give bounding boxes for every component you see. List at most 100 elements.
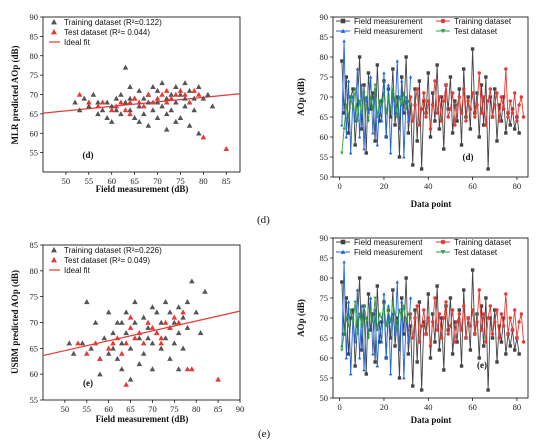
legend: Training dataset (R²=0.226)Test dataset … — [49, 246, 162, 275]
data-point — [431, 103, 435, 107]
data-point — [413, 103, 417, 107]
data-point — [162, 319, 169, 325]
data-point — [168, 107, 175, 113]
legend-entry: Test dataset — [454, 248, 498, 257]
data-point — [108, 107, 115, 113]
data-point — [99, 99, 106, 105]
data-point — [406, 312, 411, 316]
data-point — [475, 103, 479, 107]
data-point — [391, 67, 395, 71]
y-tick-label: 90 — [320, 233, 329, 243]
data-point — [127, 314, 134, 320]
data-point — [495, 139, 499, 143]
y-tick-label: 85 — [30, 240, 39, 250]
data-point — [180, 314, 186, 320]
data-point — [444, 300, 448, 304]
x-tick-label: 90 — [236, 404, 245, 414]
x-tick-label: 60 — [104, 404, 113, 414]
data-point — [373, 360, 377, 364]
data-point — [382, 304, 386, 308]
data-point — [366, 71, 371, 75]
data-point — [513, 348, 517, 352]
data-point — [373, 296, 377, 300]
data-point — [399, 75, 404, 79]
data-point — [484, 123, 488, 127]
data-point — [399, 316, 404, 320]
data-point — [357, 55, 362, 59]
data-point — [110, 345, 116, 351]
data-point — [437, 95, 442, 99]
x-tick-label: 80 — [199, 176, 208, 186]
data-point — [380, 320, 384, 324]
y-tick-label: 70 — [30, 318, 39, 328]
x-tick-label: 65 — [126, 404, 135, 414]
data-point — [393, 332, 397, 336]
data-point — [437, 348, 442, 352]
x-tick-label: 60 — [107, 176, 116, 186]
data-point — [127, 107, 133, 113]
x-tick-label: 75 — [170, 404, 179, 414]
data-point — [397, 155, 402, 159]
data-point — [402, 111, 406, 115]
data-point — [351, 107, 355, 111]
y-tick-label: 80 — [320, 273, 329, 283]
data-point — [391, 312, 395, 316]
data-point — [393, 312, 397, 316]
data-point — [388, 115, 393, 119]
data-point — [357, 99, 362, 103]
panel-label: (d) — [463, 152, 474, 162]
data-point — [455, 119, 459, 123]
data-point — [162, 299, 169, 305]
data-point — [495, 308, 499, 312]
data-point — [508, 99, 512, 103]
x-axis-label: Field measurement (dB) — [96, 184, 189, 194]
data-point — [149, 366, 156, 372]
data-point — [360, 127, 364, 131]
data-point — [371, 107, 375, 111]
data-point — [105, 309, 112, 315]
data-point — [122, 107, 129, 113]
data-point — [493, 103, 497, 107]
data-point — [508, 344, 512, 348]
y-tick-label: 60 — [30, 369, 39, 379]
series-training — [72, 64, 216, 136]
data-point — [342, 332, 346, 336]
data-point — [182, 103, 188, 109]
data-point — [377, 312, 382, 316]
data-point — [340, 59, 344, 63]
data-point — [368, 296, 373, 300]
data-point — [426, 292, 430, 296]
data-point — [479, 111, 484, 115]
data-point — [136, 361, 143, 367]
data-point — [346, 131, 351, 135]
data-point — [486, 388, 490, 392]
data-point — [175, 366, 182, 372]
legend-entry: Training dataset — [454, 238, 512, 247]
x-tick-label: 50 — [61, 404, 70, 414]
data-point — [437, 312, 442, 316]
data-point — [175, 330, 182, 336]
data-point — [353, 119, 357, 123]
data-point — [364, 103, 368, 107]
y-tick-label: 80 — [30, 51, 39, 61]
data-point — [380, 316, 384, 320]
data-point — [384, 111, 388, 115]
data-point — [362, 368, 366, 372]
data-point — [351, 87, 355, 91]
data-point — [380, 103, 384, 107]
data-point — [362, 304, 366, 308]
legend-entry: Ideal fit — [64, 266, 91, 275]
data-point — [493, 320, 497, 324]
data-point — [406, 131, 411, 135]
data-point — [497, 324, 501, 328]
data-point — [158, 319, 164, 325]
data-point — [140, 111, 147, 117]
data-point — [158, 345, 164, 351]
data-point — [182, 80, 188, 86]
data-point — [377, 119, 382, 123]
data-point — [448, 324, 453, 328]
data-point — [368, 328, 373, 332]
data-point — [508, 316, 512, 320]
data-point — [450, 308, 455, 312]
data-point — [127, 83, 133, 89]
